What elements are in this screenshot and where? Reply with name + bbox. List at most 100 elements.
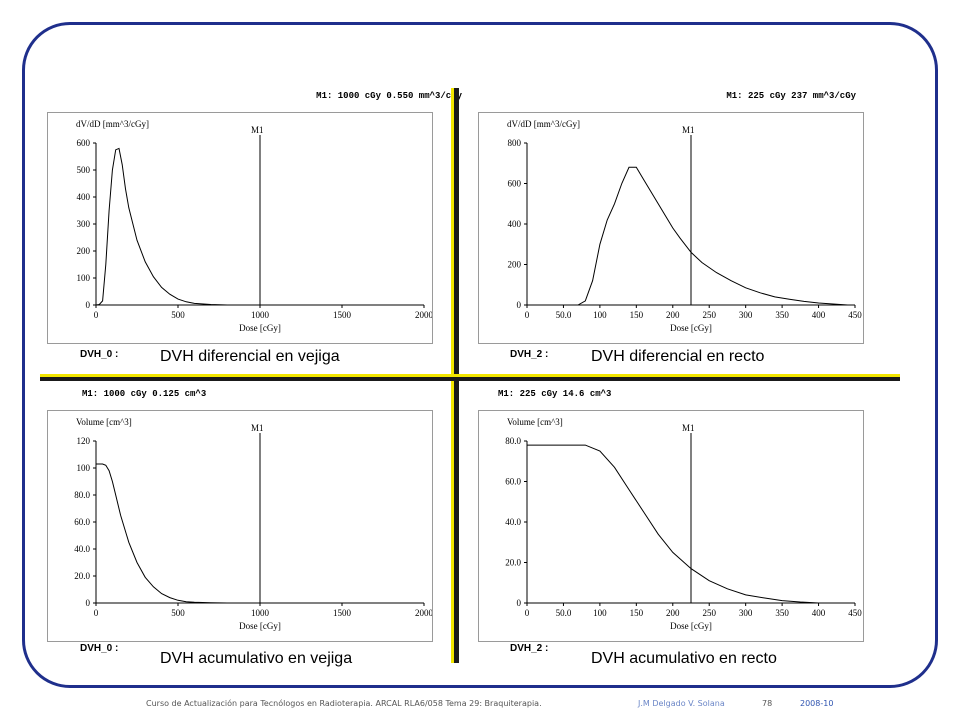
y-tick-label: 400 <box>508 219 522 229</box>
y-tick-label: 40.0 <box>505 517 521 527</box>
x-tick-label: 1500 <box>333 310 352 320</box>
y-tick-label: 80.0 <box>74 490 90 500</box>
y-tick-label: 600 <box>508 179 522 189</box>
x-tick-label: 300 <box>739 608 753 618</box>
divider-horizontal-shadow <box>40 377 900 381</box>
caption-rectum-cumulative: DVH acumulativo en recto <box>591 650 777 667</box>
y-tick-label: 60.0 <box>505 477 521 487</box>
x-tick-label: 0 <box>525 310 530 320</box>
dvh-chart-0: dV/dD [mm^3/cGy] 0 100 200 300 400 500 600 0 500 1… <box>76 119 432 333</box>
marker-readout: M1: 225 cGy 237 mm^3/cGy <box>726 91 856 101</box>
series-line <box>95 147 228 306</box>
y-axis-label: Volume [cm^3] <box>507 417 563 427</box>
x-tick-label: 300 <box>739 310 753 320</box>
x-tick-label: 0 <box>94 310 99 320</box>
marker-label: M1 <box>251 423 264 433</box>
x-tick-label: 2000 <box>415 310 432 320</box>
plot-area: Volume [cm^3] 0 20.0 40.0 60.0 80.0 100 120 0 500… <box>47 410 433 642</box>
x-tick-label: 500 <box>171 310 185 320</box>
marker-label: M1 <box>251 125 264 135</box>
footer-year: 2008-10 <box>800 699 834 708</box>
chart-panel-rectum-differential: M1: 225 cGy 237 mm^3/cGy dV/dD [mm^3/cGy… <box>468 88 908 373</box>
plot-area: dV/dD [mm^3/cGy] 0 100 200 300 400 500 600 0 500 1… <box>47 112 433 344</box>
marker-readout: M1: 1000 cGy 0.125 cm^3 <box>82 389 207 399</box>
y-tick-label: 500 <box>77 165 91 175</box>
y-tick-label: 0 <box>86 598 91 608</box>
y-tick-label: 200 <box>77 246 91 256</box>
x-tick-label: 450 <box>848 608 862 618</box>
y-tick-label: 600 <box>77 138 91 148</box>
x-tick-label: 100 <box>593 608 607 618</box>
series-line <box>577 166 848 306</box>
y-tick-label: 100 <box>77 463 91 473</box>
x-tick-label: 1500 <box>333 608 352 618</box>
y-tick-label: 80.0 <box>505 436 521 446</box>
dvh-chart-2: Volume [cm^3] 0 20.0 40.0 60.0 80.0 100 120 0 500… <box>74 417 432 631</box>
dvh-label: DVH_2 : <box>510 349 549 360</box>
x-axis-label: Dose [cGy] <box>670 621 712 631</box>
x-tick-label: 50.0 <box>556 608 572 618</box>
y-tick-label: 20.0 <box>74 571 90 581</box>
x-tick-label: 0 <box>525 608 530 618</box>
x-axis-label: Dose [cGy] <box>670 323 712 333</box>
x-tick-label: 350 <box>775 608 789 618</box>
x-tick-label: 150 <box>630 608 644 618</box>
y-axis-label: dV/dD [mm^3/cGy] <box>507 119 580 129</box>
x-tick-label: 250 <box>702 310 716 320</box>
footer: Curso de Actualización para Tecnólogos e… <box>0 699 960 713</box>
x-axis-label: Dose [cGy] <box>239 323 281 333</box>
x-tick-label: 2000 <box>415 608 432 618</box>
marker-label: M1 <box>682 423 695 433</box>
series-line <box>96 463 228 604</box>
y-tick-label: 300 <box>77 219 91 229</box>
y-tick-label: 800 <box>508 138 522 148</box>
x-tick-label: 250 <box>702 608 716 618</box>
x-tick-label: 500 <box>171 608 185 618</box>
x-tick-label: 0 <box>94 608 99 618</box>
y-axis-label: Volume [cm^3] <box>76 417 132 427</box>
caption-rectum-differential: DVH diferencial en recto <box>591 348 765 365</box>
x-tick-label: 1000 <box>251 310 270 320</box>
x-tick-label: 50.0 <box>556 310 572 320</box>
x-tick-label: 350 <box>775 310 789 320</box>
y-tick-label: 0 <box>517 300 522 310</box>
y-axis-label: dV/dD [mm^3/cGy] <box>76 119 149 129</box>
y-tick-label: 100 <box>77 273 91 283</box>
divider-horizontal <box>40 374 900 377</box>
marker-label: M1 <box>682 125 695 135</box>
chart-panel-rectum-cumulative: M1: 225 cGy 14.6 cm^3 Volume [cm^3] 0 20.0… <box>468 386 908 671</box>
caption-bladder-cumulative: DVH acumulativo en vejiga <box>160 650 353 667</box>
dvh-label: DVH_2 : <box>510 643 549 654</box>
x-axis-label: Dose [cGy] <box>239 621 281 631</box>
y-tick-label: 400 <box>77 192 91 202</box>
plot-area: dV/dD [mm^3/cGy] 0 200 400 600 800 0 50.0 100 150… <box>478 112 864 344</box>
x-tick-label: 200 <box>666 608 680 618</box>
plot-area: Volume [cm^3] 0 20.0 40.0 60.0 80.0 0 50.0 100 15… <box>478 410 864 642</box>
x-tick-label: 400 <box>812 310 826 320</box>
dvh-label: DVH_0 : <box>80 349 119 360</box>
dvh-label: DVH_0 : <box>80 643 119 654</box>
y-tick-label: 0 <box>517 598 522 608</box>
y-tick-label: 20.0 <box>505 558 521 568</box>
x-tick-label: 450 <box>848 310 862 320</box>
x-tick-label: 200 <box>666 310 680 320</box>
chart-panel-bladder-differential: M1: 1000 cGy 0.550 mm^3/cGy dV/dD [mm^3/… <box>40 88 480 373</box>
dvh-chart-1: dV/dD [mm^3/cGy] 0 200 400 600 800 0 50.0 100 150… <box>507 119 862 333</box>
x-tick-label: 150 <box>630 310 644 320</box>
marker-readout: M1: 225 cGy 14.6 cm^3 <box>498 389 612 399</box>
y-tick-label: 120 <box>77 436 91 446</box>
footer-page: 78 <box>762 699 773 708</box>
y-tick-label: 40.0 <box>74 544 90 554</box>
x-tick-label: 100 <box>593 310 607 320</box>
y-tick-label: 200 <box>508 260 522 270</box>
x-tick-label: 1000 <box>251 608 270 618</box>
y-tick-label: 0 <box>86 300 91 310</box>
chart-panel-bladder-cumulative: M1: 1000 cGy 0.125 cm^3 Volume [cm^3] 0 20… <box>40 386 480 671</box>
footer-author: J.M Delgado V. Solana <box>638 699 725 708</box>
dvh-chart-3: Volume [cm^3] 0 20.0 40.0 60.0 80.0 0 50.0 100 15… <box>505 417 862 631</box>
series-line <box>527 444 819 604</box>
caption-bladder-differential: DVH diferencial en vejiga <box>160 348 340 365</box>
y-tick-label: 60.0 <box>74 517 90 527</box>
x-tick-label: 400 <box>812 608 826 618</box>
marker-readout: M1: 1000 cGy 0.550 mm^3/cGy <box>316 91 462 101</box>
